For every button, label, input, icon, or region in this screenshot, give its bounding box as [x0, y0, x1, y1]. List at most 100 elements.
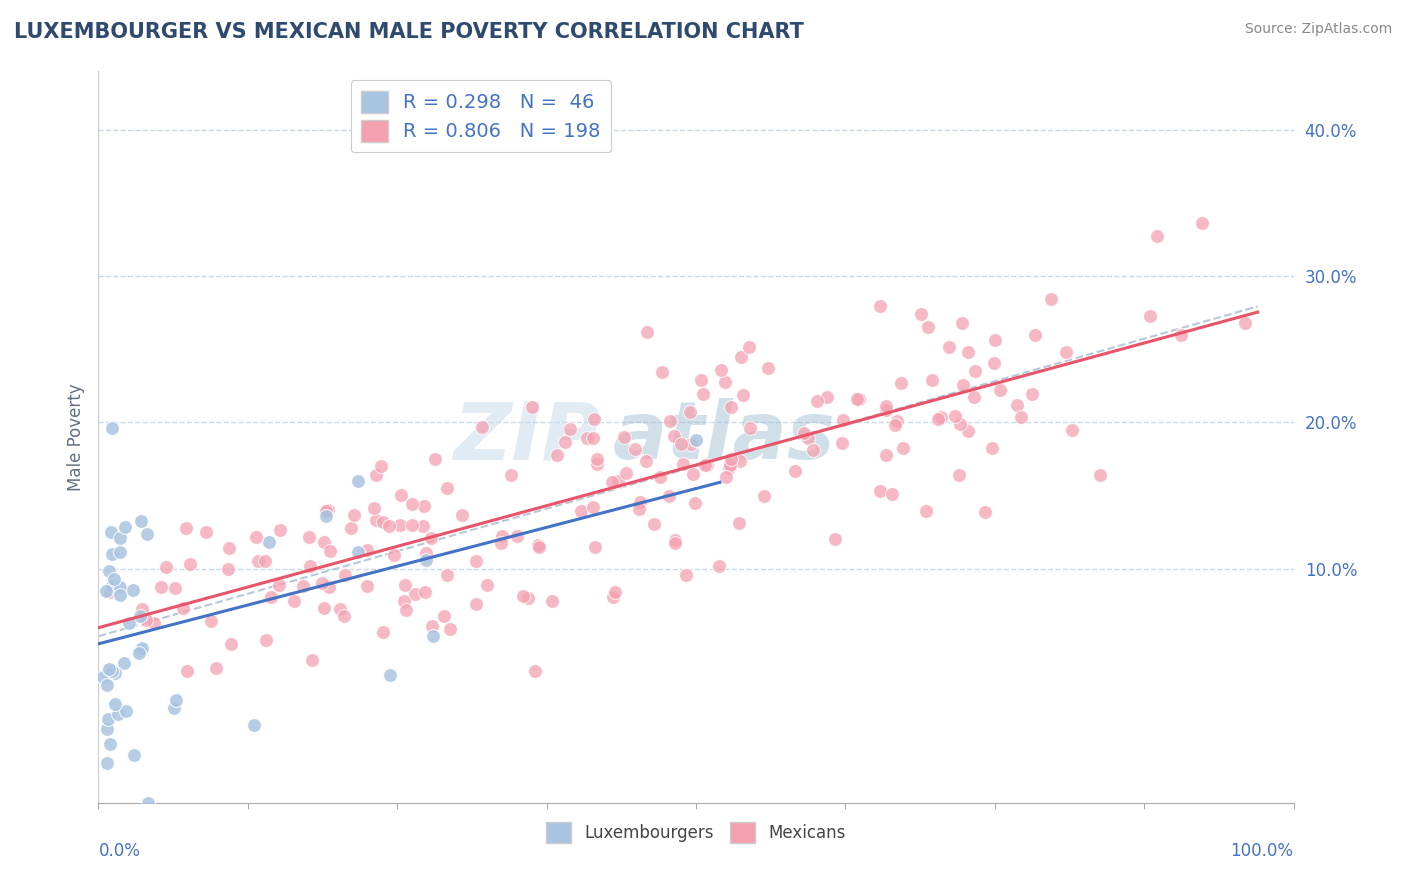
Point [793, 425, 815, 440]
Point [136, 796, 159, 810]
Point [155, 559, 177, 574]
Point [96, 723, 118, 737]
Point [720, 452, 742, 467]
Point [363, 501, 385, 516]
Text: atlas: atlas [613, 398, 835, 476]
Point [107, 707, 129, 722]
Point [436, 567, 458, 582]
Point [254, 632, 277, 647]
Point [378, 668, 401, 682]
Point [752, 489, 775, 503]
Point [174, 521, 197, 535]
Point [682, 467, 704, 482]
Point [260, 590, 283, 604]
Point [451, 508, 474, 522]
Point [1234, 316, 1257, 330]
Point [915, 504, 938, 518]
Point [465, 554, 488, 568]
Point [439, 622, 461, 636]
Point [114, 657, 136, 671]
Point [218, 541, 240, 555]
Point [299, 559, 322, 574]
Point [875, 448, 897, 462]
Point [347, 545, 370, 559]
Point [329, 601, 352, 615]
Point [96, 678, 118, 692]
Point [253, 553, 276, 567]
Point [627, 502, 650, 516]
Point [943, 409, 966, 423]
Point [97, 712, 120, 726]
Point [614, 466, 637, 480]
Point [371, 515, 394, 529]
Point [869, 484, 891, 499]
Point [301, 653, 323, 667]
Point [200, 614, 222, 628]
Point [648, 469, 671, 483]
Point [98, 585, 122, 599]
Point [679, 405, 702, 419]
Point [489, 535, 512, 549]
Point [718, 461, 741, 475]
Point [952, 377, 974, 392]
Point [890, 376, 912, 390]
Point [606, 474, 628, 488]
Point [1170, 327, 1192, 342]
Point [613, 430, 636, 444]
Point [423, 451, 446, 466]
Point [412, 518, 434, 533]
Point [875, 403, 897, 417]
Point [401, 497, 423, 511]
Point [707, 559, 730, 574]
Point [312, 601, 335, 615]
Point [128, 646, 150, 660]
Point [756, 361, 779, 376]
Point [733, 388, 755, 402]
Point [714, 376, 737, 390]
Point [917, 320, 939, 334]
Point [298, 530, 321, 544]
Point [412, 499, 434, 513]
Point [512, 589, 534, 603]
Point [315, 504, 337, 518]
Point [1005, 398, 1028, 412]
Point [948, 467, 970, 482]
Point [1146, 228, 1168, 243]
Point [319, 544, 342, 558]
Point [628, 494, 651, 508]
Point [988, 383, 1011, 397]
Point [475, 577, 498, 591]
Point [101, 547, 124, 561]
Point [981, 441, 1004, 455]
Point [346, 475, 368, 489]
Point [846, 392, 869, 406]
Point [1010, 410, 1032, 425]
Point [366, 468, 388, 483]
Point [1088, 468, 1111, 483]
Point [585, 451, 607, 466]
Point [422, 629, 444, 643]
Point [370, 459, 392, 474]
Point [422, 619, 444, 633]
Point [869, 299, 891, 313]
Point [546, 449, 568, 463]
Point [118, 615, 141, 630]
Point [179, 558, 201, 572]
Point [419, 531, 441, 545]
Point [142, 615, 165, 630]
Point [927, 412, 949, 426]
Point [848, 392, 870, 406]
Point [101, 421, 124, 435]
Point [600, 475, 623, 489]
Point [165, 693, 187, 707]
Point [101, 664, 124, 678]
Point [624, 442, 647, 456]
Point [384, 548, 406, 562]
Point [194, 524, 217, 539]
Point [269, 523, 291, 537]
Point [415, 553, 437, 567]
Point [333, 568, 356, 582]
Point [728, 516, 751, 531]
Point [292, 579, 315, 593]
Point [389, 488, 412, 502]
